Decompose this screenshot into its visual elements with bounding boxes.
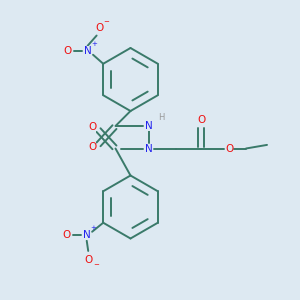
- Text: O: O: [62, 230, 71, 240]
- Text: +: +: [91, 40, 97, 46]
- Text: O: O: [197, 115, 205, 125]
- Text: O: O: [88, 142, 96, 152]
- Text: −: −: [94, 262, 100, 268]
- Text: O: O: [225, 143, 233, 154]
- Text: H: H: [158, 113, 164, 122]
- Text: N: N: [84, 46, 92, 56]
- Text: O: O: [95, 23, 104, 33]
- Text: O: O: [88, 122, 96, 133]
- Text: N: N: [83, 230, 91, 240]
- Text: −: −: [103, 19, 109, 25]
- Text: N: N: [145, 143, 152, 154]
- Text: O: O: [85, 255, 93, 265]
- Text: O: O: [63, 46, 72, 56]
- Text: +: +: [90, 225, 96, 231]
- Text: N: N: [145, 121, 152, 131]
